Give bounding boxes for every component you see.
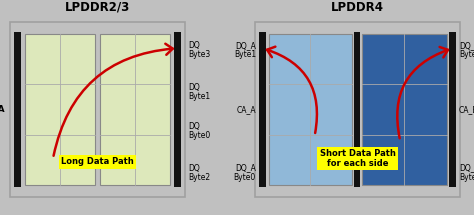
Text: LPDDR2/3: LPDDR2/3 — [65, 1, 130, 14]
Text: LPDDR4: LPDDR4 — [331, 1, 384, 14]
Text: CA_A: CA_A — [237, 105, 256, 114]
Bar — [14, 32, 21, 187]
Bar — [25, 34, 95, 185]
Text: CA_B: CA_B — [459, 105, 474, 114]
Bar — [362, 34, 447, 185]
Text: DQ_A
Byte0: DQ_A Byte0 — [234, 163, 256, 181]
Text: CA: CA — [0, 105, 5, 114]
Bar — [269, 34, 352, 185]
Text: DQ
Byte2: DQ Byte2 — [188, 163, 210, 181]
Bar — [100, 34, 170, 185]
Text: DQ_A
Byte1: DQ_A Byte1 — [234, 41, 256, 59]
Bar — [255, 22, 460, 197]
Bar — [259, 32, 266, 187]
Text: DQ
Byte0: DQ Byte0 — [188, 121, 210, 140]
Text: Long Data Path: Long Data Path — [61, 158, 134, 166]
Text: DQ
Byte3: DQ Byte3 — [188, 41, 210, 59]
Text: DQ
Byte1: DQ Byte1 — [188, 83, 210, 101]
Text: DQ_B
Byte1: DQ_B Byte1 — [459, 41, 474, 59]
Bar — [354, 32, 360, 187]
Text: DQ_B
Byte0: DQ_B Byte0 — [459, 163, 474, 181]
Bar — [449, 32, 456, 187]
Bar — [10, 22, 185, 197]
Text: Short Data Path
for each side: Short Data Path for each side — [319, 149, 395, 168]
Bar — [174, 32, 181, 187]
